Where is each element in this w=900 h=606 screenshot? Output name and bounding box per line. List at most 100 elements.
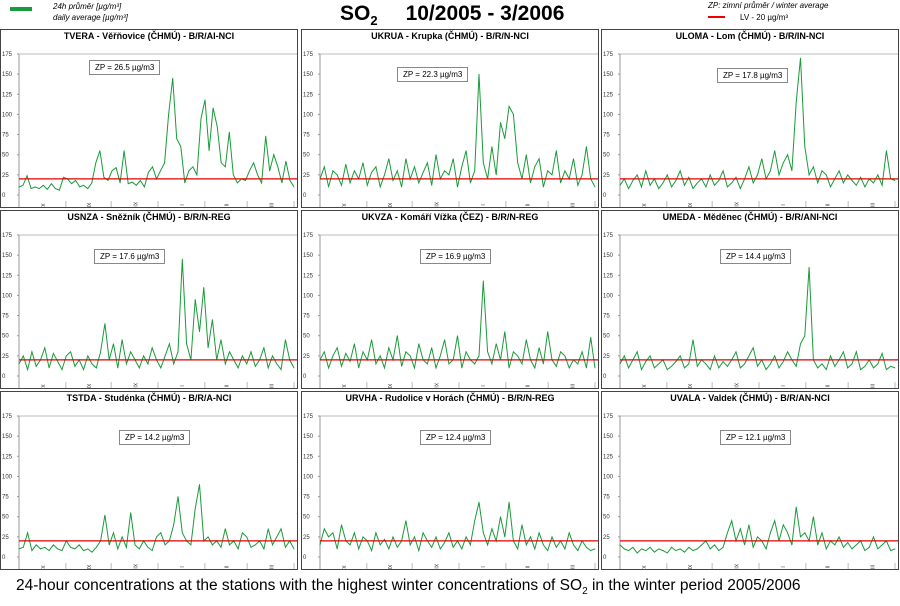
x-tick-label: XII [131, 383, 137, 388]
data-point [113, 532, 114, 534]
winter-average-box: ZP = 12.4 µg/m3 [420, 430, 492, 445]
x-tick-label: XII [432, 202, 438, 207]
data-point [358, 548, 360, 550]
data-point [379, 544, 381, 546]
daily-average-series [319, 280, 596, 370]
y-tick-label: 75 [2, 495, 9, 501]
data-point [474, 363, 476, 365]
x-tick-label: III [267, 203, 273, 207]
data-point [628, 367, 629, 369]
data-point [834, 544, 836, 546]
data-point [787, 351, 788, 353]
data-point [277, 166, 279, 168]
data-point [148, 172, 149, 173]
y-tick-label: 175 [603, 414, 614, 420]
data-point [267, 367, 269, 369]
data-point [427, 162, 428, 164]
x-tick-label: I [479, 204, 485, 205]
data-point [636, 552, 638, 554]
winter-average-box: ZP = 26.5 µg/m3 [89, 60, 161, 75]
data-point [804, 532, 806, 534]
data-point [543, 544, 544, 546]
data-point [491, 528, 493, 530]
data-point [31, 351, 33, 353]
chart-panel: 0 25 50 75 100 125 150 175 X XI XII I II III UVALA - V… [601, 391, 899, 570]
data-point [577, 184, 579, 186]
data-point [401, 186, 403, 188]
title-sub: 2 [370, 13, 378, 29]
data-point [341, 365, 342, 367]
data-point [679, 170, 681, 172]
data-point [249, 170, 250, 172]
data-point [666, 174, 668, 176]
y-tick-label: 175 [2, 414, 13, 420]
data-point [491, 363, 493, 365]
data-point [396, 546, 398, 548]
y-tick-label: 50 [2, 334, 9, 340]
data-point [714, 355, 715, 357]
data-point [70, 351, 71, 353]
data-point [877, 548, 879, 550]
data-point [261, 182, 263, 184]
data-point [70, 546, 71, 548]
data-point [581, 174, 583, 176]
x-tick-label: I [178, 204, 184, 205]
data-point [847, 367, 849, 369]
y-tick-label: 25 [2, 173, 9, 179]
y-tick-label: 100 [603, 293, 614, 299]
x-tick-label: XI [85, 565, 91, 569]
data-point [362, 351, 364, 353]
data-point [894, 548, 896, 550]
data-point [538, 158, 540, 160]
data-point [666, 552, 668, 554]
data-point [808, 266, 810, 268]
data-point [52, 353, 54, 354]
y-tick-label: 50 [603, 153, 610, 159]
data-point [705, 186, 707, 188]
data-point [323, 528, 325, 530]
data-point [709, 548, 711, 550]
legend-daily-cz: 24h průměr [µg/m³] [53, 2, 122, 11]
winter-average-box: ZP = 17.6 µg/m3 [94, 249, 166, 264]
data-point [843, 182, 844, 184]
y-tick-label: 75 [2, 314, 9, 320]
data-point [107, 180, 109, 181]
data-point [619, 363, 621, 365]
data-point [336, 548, 338, 550]
data-point [564, 548, 566, 550]
data-point [709, 369, 711, 370]
data-point [22, 355, 24, 357]
data-point [586, 367, 587, 369]
data-point [121, 339, 123, 341]
data-point [851, 363, 853, 365]
data-point [482, 532, 484, 534]
data-point [525, 544, 527, 546]
x-tick-label: III [568, 565, 574, 569]
y-tick-label: 50 [303, 153, 310, 159]
data-point [52, 544, 54, 546]
data-point [555, 546, 557, 548]
data-point [812, 516, 814, 518]
data-point [138, 367, 140, 369]
data-point [147, 546, 149, 548]
x-tick-label: III [868, 565, 874, 569]
data-point [623, 548, 625, 550]
y-tick-label: 125 [603, 92, 614, 98]
x-tick-label: III [868, 384, 874, 388]
chart-title: TSTDA - Studénka (ČHMÚ) - B/R/A-NCI [66, 393, 232, 403]
data-point [160, 367, 162, 369]
data-point [272, 355, 273, 357]
data-point [237, 548, 239, 550]
data-point [722, 546, 724, 548]
y-tick-label: 0 [2, 374, 6, 380]
data-point [254, 365, 256, 367]
data-point [95, 162, 97, 164]
data-point [224, 528, 226, 530]
data-point [151, 347, 153, 349]
data-point [203, 286, 205, 288]
data-point [220, 339, 222, 341]
data-point [718, 367, 720, 369]
data-point [491, 146, 493, 148]
x-tick-label: XII [432, 383, 438, 388]
